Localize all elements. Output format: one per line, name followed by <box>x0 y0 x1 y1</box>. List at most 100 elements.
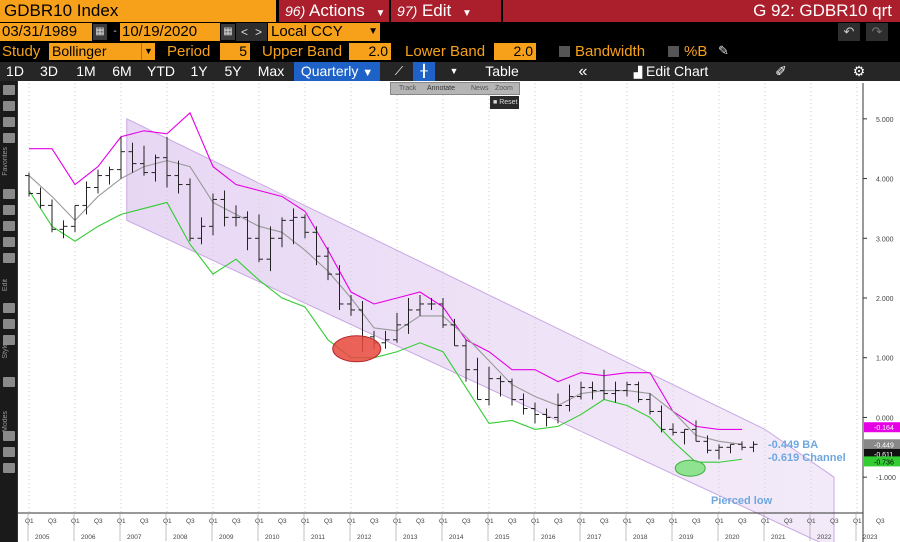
arrow-tool-icon[interactable] <box>3 237 15 247</box>
range-1y-button[interactable]: 1Y <box>190 63 208 79</box>
shape-tool-icon[interactable] <box>3 221 15 231</box>
y-tick-label: 4.000 <box>876 177 894 184</box>
chart-panel[interactable]: 5.000 4.000 3.000 2.000 1.000 0.000 -1.000 Q1 Q3… <box>18 81 900 542</box>
ellipse-tool-icon[interactable] <box>3 253 15 263</box>
redo-icon[interactable]: ↷ <box>866 23 888 41</box>
news-mode-button[interactable]: News <box>471 85 489 92</box>
style-label: Style <box>2 343 9 359</box>
x-quarter-label: Q3 <box>600 518 609 525</box>
frequency-select[interactable]: Quarterly ▼ <box>294 62 380 81</box>
zoom-mode-button[interactable]: Zoom <box>495 85 513 92</box>
upper-band-label: Upper Band <box>262 43 343 60</box>
y-tick-label: 0.000 <box>876 415 894 422</box>
x-quarter-label: Q3 <box>692 518 701 525</box>
ohlc-bar <box>324 247 332 281</box>
range-6m-button[interactable]: 6M <box>112 63 132 79</box>
line-chart-icon[interactable]: ⟋ <box>394 64 404 78</box>
edit-chart-icon: ▟ <box>633 67 643 79</box>
study-value: Bollinger <box>52 43 107 59</box>
ohlc-bar <box>542 408 551 427</box>
end-calendar-icon[interactable]: ▦ <box>221 24 235 40</box>
x-quarter-label: Q3 <box>876 518 885 525</box>
lower-band-field[interactable]: 2.0 <box>494 43 536 60</box>
reset-button[interactable]: ■ Reset <box>490 96 519 109</box>
mode-a-icon[interactable] <box>3 431 15 441</box>
ohlc-bar <box>404 298 413 334</box>
percent-b-checkbox[interactable] <box>668 46 679 57</box>
start-date-field[interactable]: 03/31/1989 <box>0 23 92 41</box>
delete-tool-icon[interactable] <box>3 319 15 329</box>
ohlc-bar <box>450 318 459 347</box>
ohlc-bar <box>243 211 252 251</box>
pencil-icon[interactable]: ✎ <box>718 43 729 58</box>
table-button[interactable]: Table <box>485 63 519 79</box>
mid-price-tag-label: -0.611 <box>874 452 893 459</box>
range-1d-button[interactable]: 1D <box>6 63 24 79</box>
copy-tool-icon[interactable] <box>3 303 15 313</box>
study-caret-icon[interactable]: ▼ <box>141 43 155 60</box>
collapse-icon[interactable]: « <box>578 63 588 80</box>
x-quarter-label: Q1 <box>25 518 34 525</box>
x-quarter-label: Q1 <box>255 518 264 525</box>
channel-tool-icon[interactable] <box>3 133 15 143</box>
line-style-icon[interactable] <box>3 377 15 387</box>
upper-band-field[interactable]: 2.0 <box>349 43 391 60</box>
channel-annotation: -0.619 Channel <box>768 452 846 464</box>
ohlc-bar <box>186 178 194 242</box>
x-year-label: 2016 <box>541 534 556 541</box>
left-drawing-toolbar: Favorites Edit Style Modes <box>0 81 18 542</box>
cursor-tool-icon[interactable] <box>3 85 15 95</box>
text-tool-icon[interactable] <box>3 205 15 215</box>
end-date-field[interactable]: 10/19/2020 <box>120 23 220 41</box>
period-field[interactable]: 5 <box>220 43 250 60</box>
x-year-label: 2014 <box>449 534 464 541</box>
x-quarter-label: Q1 <box>761 518 770 525</box>
start-calendar-icon[interactable]: ▦ <box>93 24 107 40</box>
mode-c-icon[interactable] <box>3 463 15 473</box>
study-select[interactable]: Bollinger <box>49 43 141 60</box>
range-1m-button[interactable]: 1M <box>76 63 96 79</box>
actions-menu-label: Actions <box>309 1 365 20</box>
edit-menu[interactable]: 97) Edit ▼ <box>391 0 501 22</box>
next-period-button[interactable]: > <box>250 23 267 41</box>
range-3d-button[interactable]: 3D <box>40 63 58 79</box>
ohlc-bar <box>128 142 137 173</box>
red-highlight-ellipse <box>332 335 382 363</box>
x-quarter-label: Q3 <box>462 518 471 525</box>
edit-chart-button[interactable]: ▟ Edit Chart <box>626 62 716 81</box>
ohlc-bar <box>692 420 700 442</box>
annotate-icon[interactable]: ✐ <box>775 63 787 79</box>
range-ytd-button[interactable]: YTD <box>147 63 175 79</box>
ohlc-bar <box>703 435 712 454</box>
trend-tool-icon[interactable] <box>3 117 15 127</box>
undo-icon[interactable]: ↶ <box>838 23 860 41</box>
line-tool-icon[interactable] <box>3 101 15 111</box>
bandwidth-checkbox[interactable] <box>559 46 570 57</box>
currency-caret-icon: ▼ <box>368 26 378 37</box>
range-max-button[interactable]: Max <box>257 63 285 79</box>
chart-type-caret-icon[interactable]: ▼ <box>449 66 459 76</box>
security-title[interactable]: GDBR10 Index <box>0 0 276 22</box>
range-5y-button[interactable]: 5Y <box>224 63 242 79</box>
x-quarter-label: Q3 <box>646 518 655 525</box>
bollinger-chart[interactable]: 5.000 4.000 3.000 2.000 1.000 0.000 -1.000 Q1 Q3… <box>18 81 900 542</box>
mode-b-icon[interactable] <box>3 447 15 457</box>
edit-caret-icon: ▼ <box>462 8 472 19</box>
bar-chart-icon[interactable]: ╂ <box>413 62 435 81</box>
ohlc-bar <box>347 295 355 316</box>
x-quarter-label: Q3 <box>140 518 149 525</box>
currency-select[interactable]: Local CCY ▼ <box>268 23 380 41</box>
function-title: G 92: GDBR10 qrt <box>503 0 900 22</box>
track-mode-button[interactable]: Track <box>399 85 417 92</box>
upper-band-line <box>29 111 742 430</box>
prev-period-button[interactable]: < <box>236 23 253 41</box>
x-year-label: 2022 <box>817 534 832 541</box>
edit-menu-label: Edit <box>421 1 452 20</box>
color-tool-icon[interactable] <box>3 335 15 345</box>
last-price-tag-label: -0.449 <box>874 442 894 449</box>
settings-gear-icon[interactable]: ⚙ <box>852 63 866 79</box>
actions-menu[interactable]: 96) Actions ▼ <box>279 0 389 22</box>
x-quarter-label: Q3 <box>278 518 287 525</box>
fib-tool-icon[interactable] <box>3 189 15 199</box>
annotate-mode-button[interactable]: Annotate <box>427 85 456 92</box>
